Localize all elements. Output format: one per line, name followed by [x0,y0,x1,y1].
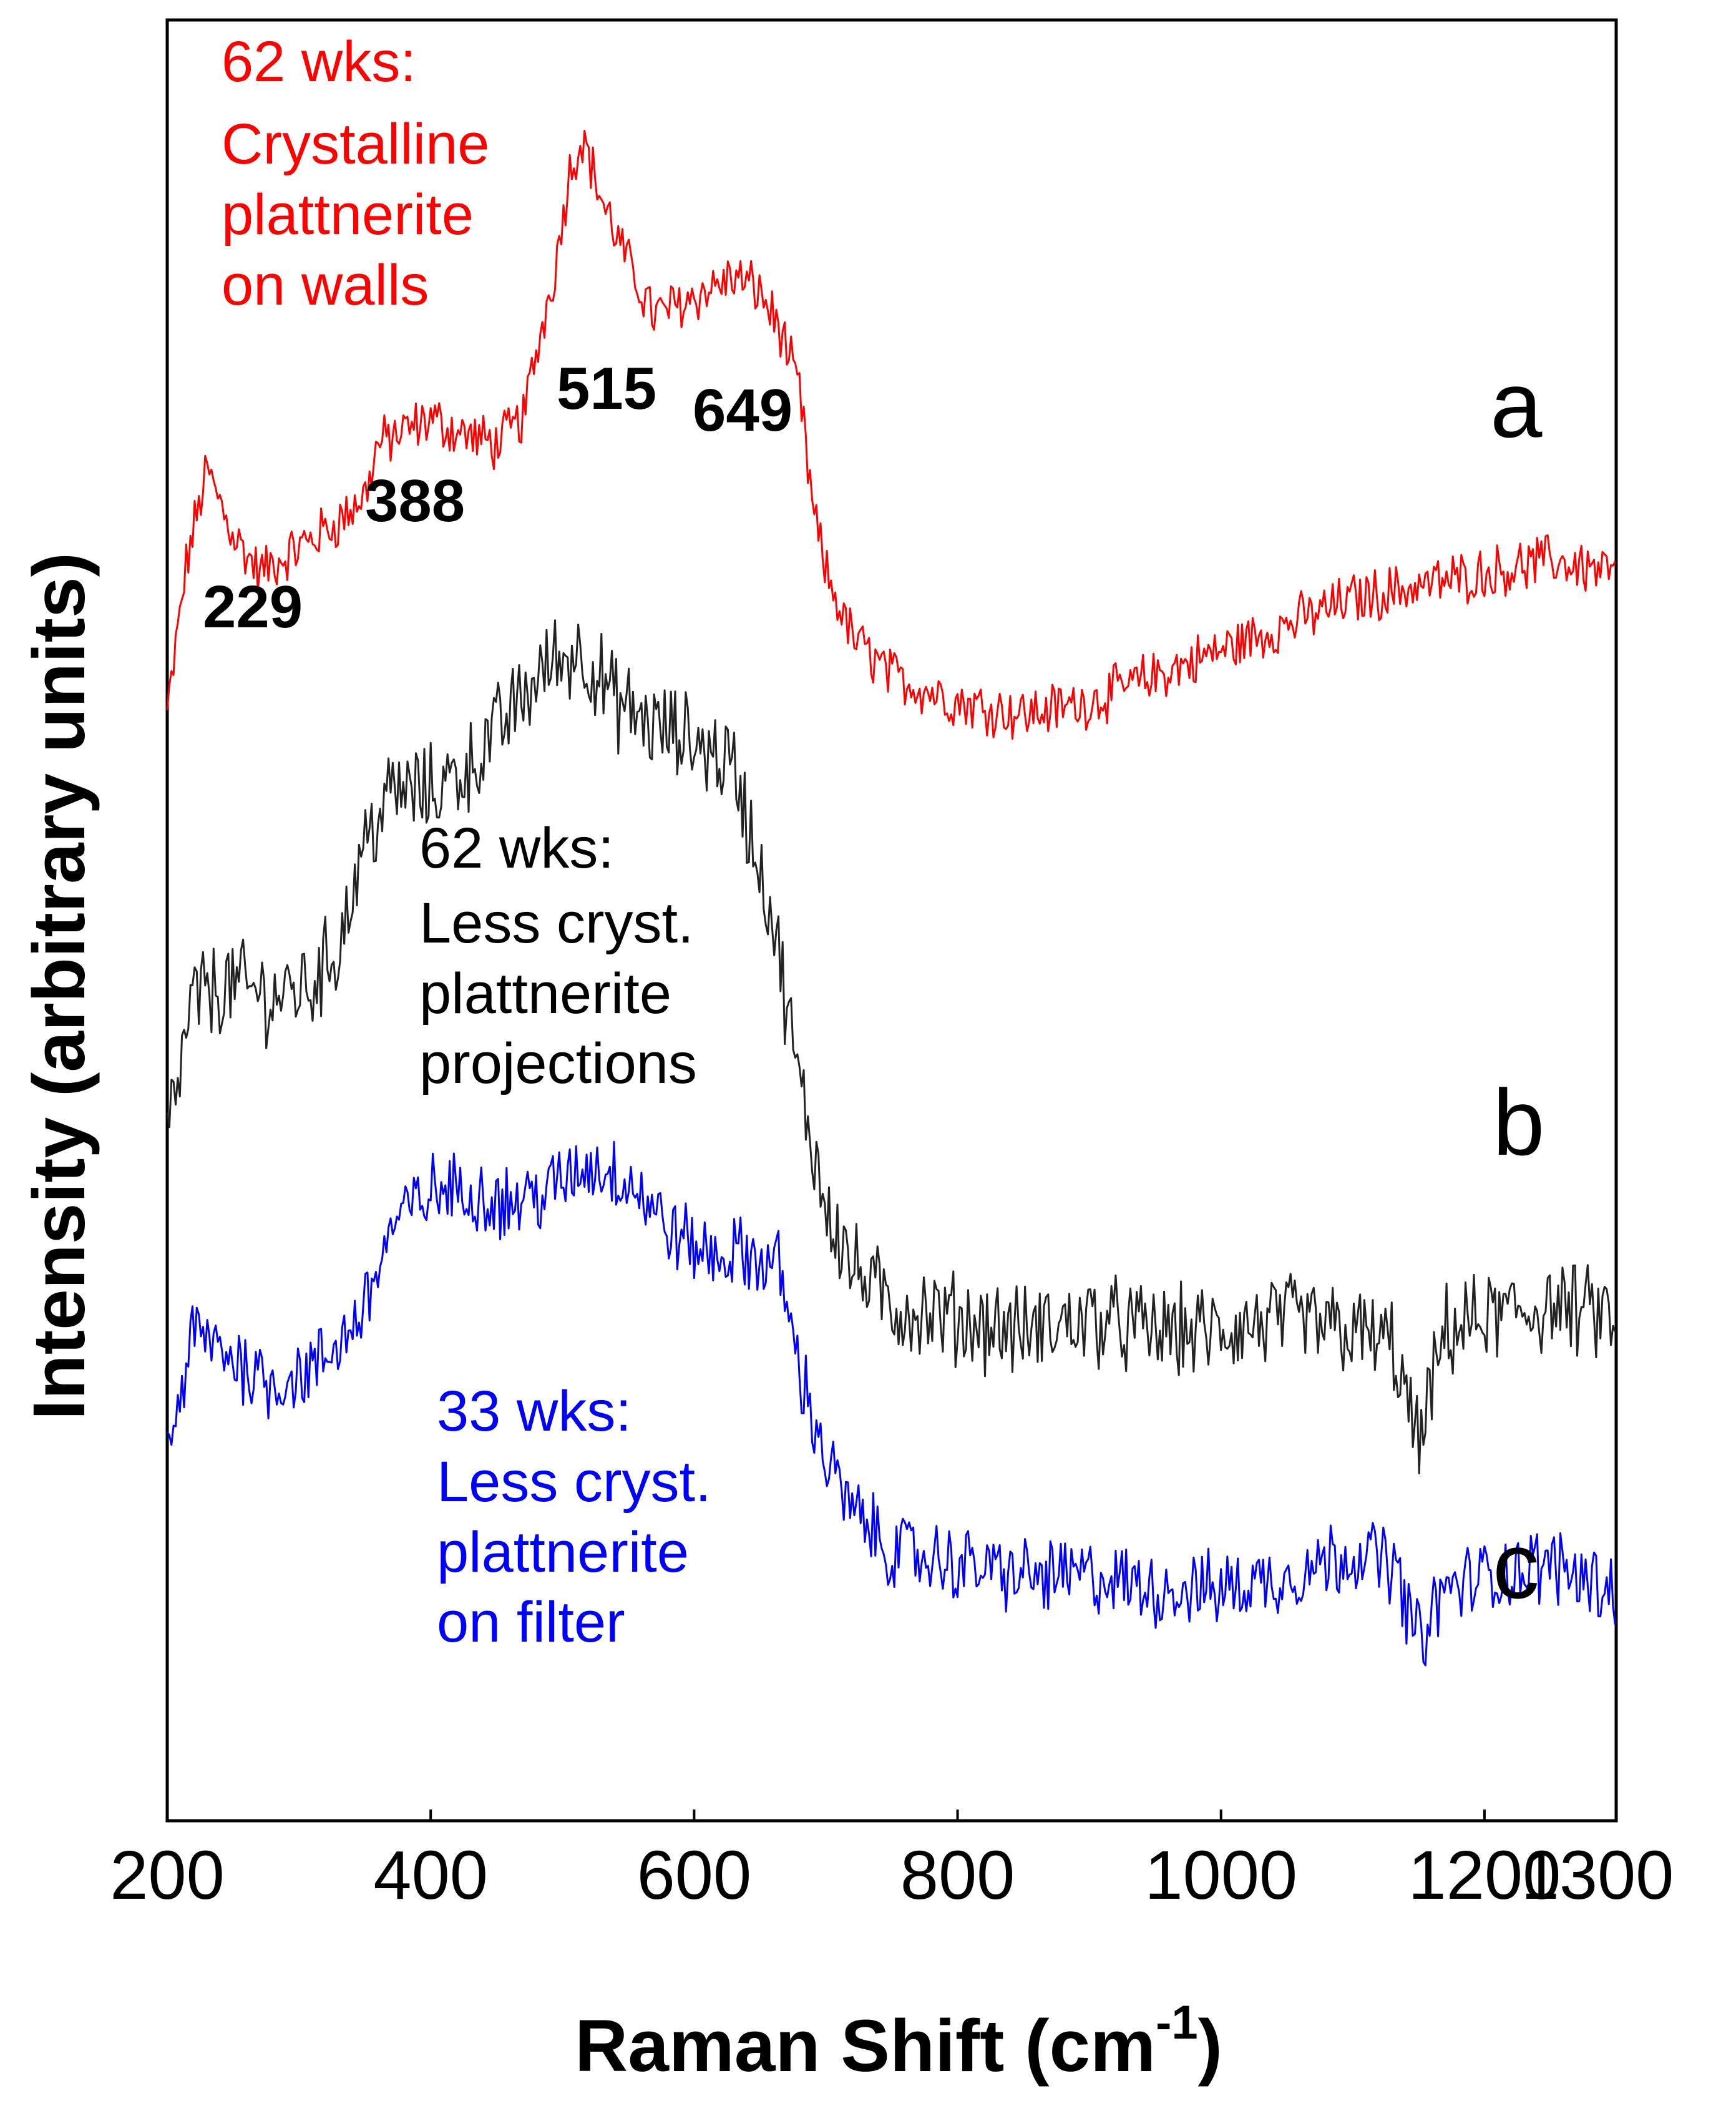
y-axis-title: Intensity (arbitrary units) [18,552,100,1420]
x-tick-label-400: 400 [373,1837,488,1914]
plot-frame [165,18,1618,1823]
x-tick-label-600: 600 [637,1837,752,1914]
annotation-c-line-4: on filter [437,1590,625,1654]
peak-label-515: 515 [557,355,656,422]
annotation-b-line-1: 62 wks: [419,816,614,880]
annotation-series-c: 33 wks: Less cryst. plattnerite on filte… [437,1379,711,1654]
x-tick-label-1300: 1300 [1521,1837,1674,1914]
series-layer [166,130,1616,1667]
peak-label-649: 649 [693,377,792,444]
annotation-b-line-2: Less cryst. [419,891,694,955]
series-line-a [166,130,1616,740]
annotation-series-b: 62 wks: Less cryst. plattnerite projecti… [419,816,697,1095]
series-c-letter: c [1493,1513,1539,1618]
x-tick-label-800: 800 [900,1837,1015,1914]
annotation-c-line-3: plattnerite [437,1521,689,1584]
x-axis-title-sup: -1 [1156,1996,1198,2049]
x-tick-label-1200: 1200 [1408,1837,1561,1914]
annotation-c-line-2: Less cryst. [437,1450,711,1514]
annotation-a-line-1: 62 wks: [222,30,416,94]
x-tick-label-200: 200 [110,1837,225,1914]
series-line-c [166,1140,1616,1667]
annotation-a-line-4: on walls [222,253,429,317]
peak-label-388: 388 [365,468,465,534]
series-b-letter: b [1493,1070,1544,1175]
annotation-b-line-3: plattnerite [419,962,671,1026]
peak-label-229: 229 [203,574,303,640]
annotation-b-line-4: projections [419,1032,697,1095]
annotation-a-line-3: plattnerite [222,183,474,247]
annotation-a-line-2: Crystalline [222,112,489,176]
x-axis-title-main: Raman Shift (cm [575,2005,1156,2087]
x-tick-label-1000: 1000 [1144,1837,1297,1914]
x-axis-title-end: ) [1198,2005,1222,2087]
series-line-b [166,619,1616,1475]
annotation-series-a: 62 wks: Crystalline plattnerite on walls [222,30,489,317]
series-a-letter: a [1490,352,1543,457]
annotation-c-line-1: 33 wks: [437,1379,631,1443]
x-axis-title: Raman Shift (cm-1) [575,1996,1222,2087]
